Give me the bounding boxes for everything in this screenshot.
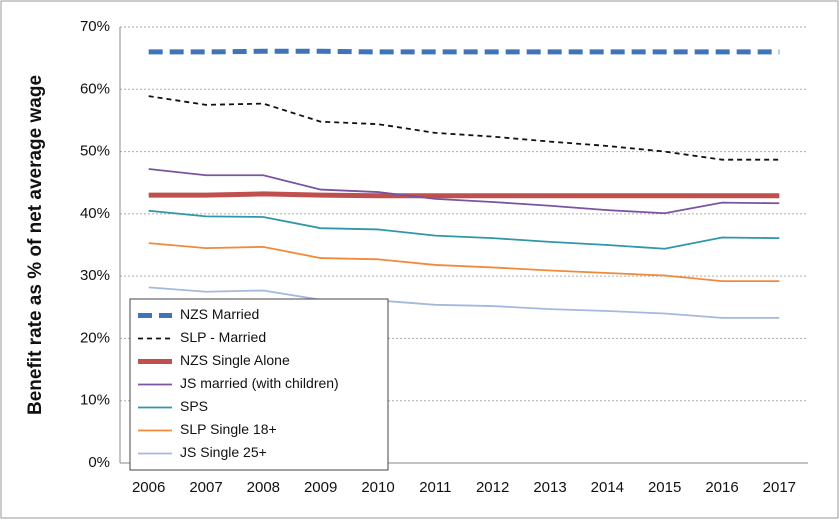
x-tick-label: 2017: [763, 479, 796, 496]
y-tick-label: 20%: [80, 329, 110, 346]
x-tick-label: 2016: [705, 479, 738, 496]
y-tick-label: 70%: [80, 18, 110, 35]
legend-label: NZS Single Alone: [180, 352, 290, 368]
y-tick-label: 50%: [80, 143, 110, 160]
x-tick-label: 2012: [476, 479, 509, 496]
series-line: [148, 286, 780, 319]
x-tick-label: 2009: [304, 479, 337, 496]
legend-label: SLP Single 18+: [180, 421, 277, 437]
x-tick-label: 2006: [132, 479, 165, 496]
y-tick-label: 30%: [80, 267, 110, 284]
y-tick-label: 60%: [80, 80, 110, 97]
series-line: [148, 48, 780, 55]
x-tick-label: 2014: [591, 479, 624, 496]
x-tick-label: 2013: [533, 479, 566, 496]
legend-label: JS married (with children): [180, 375, 339, 391]
series-line: [148, 242, 780, 283]
series-line: [148, 191, 780, 199]
y-axis-title: Benefit rate as % of net average wage: [25, 75, 46, 415]
legend-label: NZS Married: [180, 306, 259, 322]
y-tick-label: 10%: [80, 392, 110, 409]
legend-label: SPS: [180, 398, 208, 414]
x-tick-label: 2007: [189, 479, 222, 496]
series-line: [148, 95, 780, 161]
x-tick-label: 2011: [419, 479, 451, 496]
x-tick-label: 2010: [361, 479, 394, 496]
series-line: [148, 209, 780, 250]
x-tick-label: 2015: [648, 479, 681, 496]
legend-label: JS Single 25+: [180, 444, 267, 460]
x-tick-label: 2008: [247, 479, 280, 496]
y-tick-label: 0%: [88, 454, 110, 471]
legend-label: SLP - Married: [180, 329, 266, 345]
series-line: [148, 168, 780, 215]
y-tick-label: 40%: [80, 205, 110, 222]
legend-box: [129, 298, 389, 471]
